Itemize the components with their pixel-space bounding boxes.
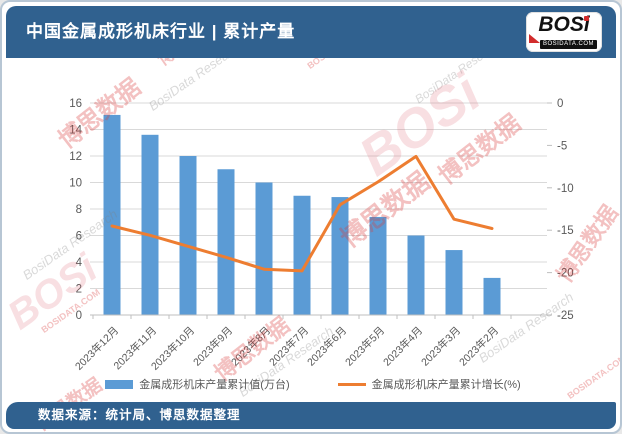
footer-bar: 数据来源：统计局、博思数据整理 [6,402,616,429]
bosi-logo-domain: BOSIDATA.COM [540,40,597,49]
bar-2023年9月[interactable] [217,169,235,315]
x-axis-label: 2023年2月 [456,324,501,369]
page-title: 中国金属成形机床行业 | 累计产量 [26,22,296,41]
bar-2023年2月[interactable] [483,277,501,315]
bar-series-swatch-icon [105,379,134,389]
chart-area: 0 2 4 6 8 10 12 14 16 0 -5 -10 -15 -20 -25 2023年12月 2023… [2,58,620,378]
bar-2023年8月[interactable] [255,182,273,316]
bar-2023年5月[interactable] [369,216,387,315]
y-axis-label: 6 [76,231,82,243]
chart-legend: 金属成形机床产量累计值(万台) 金属成形机床产量累计增长(%) [2,376,620,392]
y2-axis-label: -5 [557,140,567,152]
legend-line-label: 金属成形机床产量累计增长(%) [371,379,521,391]
bar-2023年3月[interactable] [445,250,463,315]
y2-axis-label: -20 [557,268,574,280]
y-axis-label: 2 [76,284,82,296]
logo-red-triangle-icon [529,34,540,43]
bar-2023年11月[interactable] [141,134,159,315]
bar-2023年6月[interactable] [331,197,349,315]
x-axis-label: 2023年9月 [190,324,235,369]
bar-2023年12月[interactable] [103,114,121,315]
legend-item-line[interactable]: 金属成形机床产量累计增长(%) [337,376,521,392]
y2-axis-label: -25 [557,310,574,322]
y2-axis-label: -15 [557,225,574,237]
y2-axis-label: -10 [557,183,574,195]
data-source-text: 数据来源：统计局、博思数据整理 [38,408,241,422]
y-axis-label: 8 [76,204,82,216]
legend-bar-label: 金属成形机床产量累计值(万台) [139,379,290,391]
bar-2023年4月[interactable] [407,235,425,316]
bosi-logo-text: BOSi [538,13,590,36]
bar-2023年7月[interactable] [293,195,311,315]
growth-line[interactable] [110,154,494,273]
bosi-logo: BOSi BOSIDATA.COM [526,12,602,52]
x-axis-label: 2023年5月 [342,324,387,369]
y-axis-label: 10 [69,178,82,190]
logo-red-dot-icon [584,16,589,21]
x-axis-label: 2023年7月 [266,324,311,369]
x-axis-label: 2023年8月 [228,324,273,369]
y-axis-label: 4 [76,257,83,269]
y-axis-label: 12 [69,151,82,163]
legend-item-bar[interactable]: 金属成形机床产量累计值(万台) [105,376,290,392]
x-axis-label: 2023年4月 [380,324,425,369]
y-axis-label: 0 [76,310,82,322]
y2-axis-label: 0 [557,98,563,110]
bar-2023年10月[interactable] [179,156,197,315]
x-axis-label: 2023年6月 [304,324,349,369]
line-series-swatch-icon [337,382,366,386]
y-axis-label: 16 [69,98,82,110]
y-axis-label: 14 [69,125,82,137]
x-axis-label: 2023年3月 [418,324,463,369]
header-bar: 中国金属成形机床行业 | 累计产量 BOSi BOSIDATA.COM [6,6,616,58]
